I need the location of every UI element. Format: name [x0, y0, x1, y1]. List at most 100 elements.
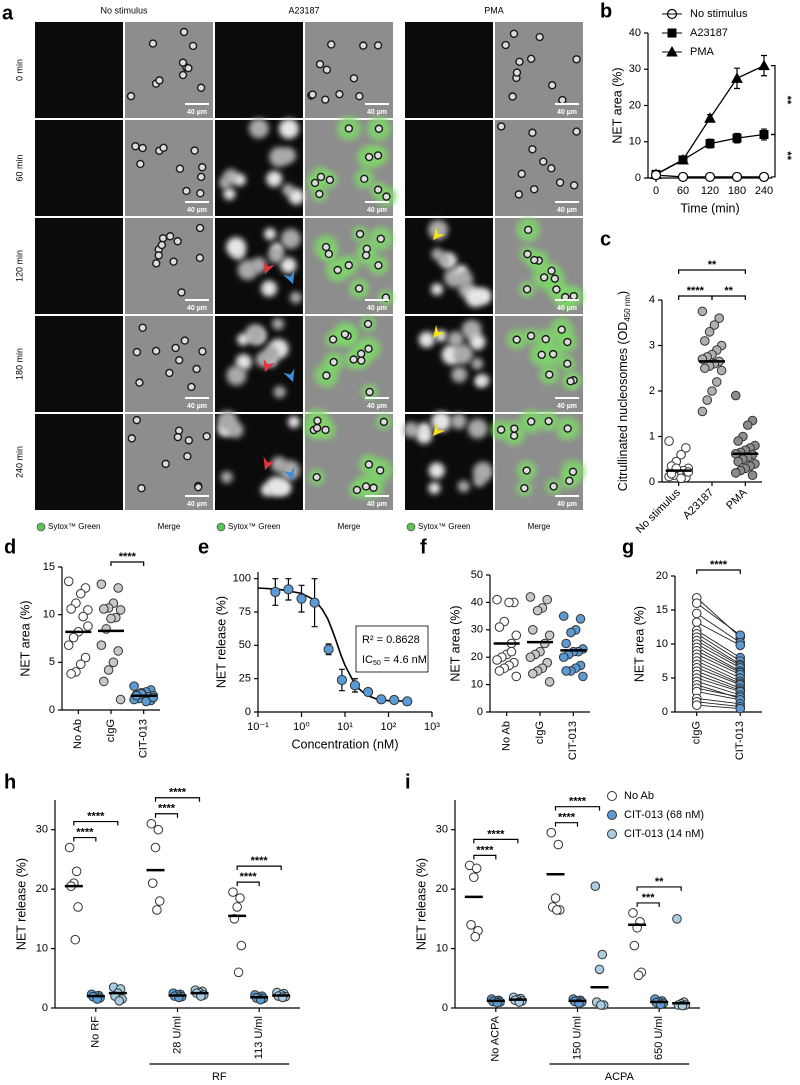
data-point [716, 365, 727, 376]
y-tick-label: 20 [629, 99, 641, 111]
pair-line [696, 636, 741, 665]
data-point [544, 677, 555, 687]
scale-bar-label: 40 µm [557, 305, 577, 312]
y-axis-label: NET release (%) [414, 858, 428, 950]
pair-line [696, 630, 741, 658]
y-tick-label: 5 [49, 656, 55, 668]
significance-bracket [73, 836, 97, 842]
net-signal [431, 411, 452, 432]
data-point [590, 881, 601, 891]
net-signal [467, 418, 488, 439]
data-point [528, 625, 538, 635]
micrograph-fluorescence [35, 120, 123, 216]
y-tick-label: 2 [649, 385, 655, 397]
legend-label: No stimulus [690, 8, 748, 20]
data-point [759, 130, 769, 139]
data-point [553, 839, 564, 850]
net-signal [263, 345, 280, 362]
data-point [152, 905, 162, 915]
significance-label: **** [169, 787, 187, 799]
x-tick-label: CIT-013 [734, 721, 746, 760]
y-tick-label: 0 [49, 704, 55, 716]
y-tick-label: 0 [245, 706, 251, 718]
net-signal [453, 344, 474, 365]
significance-label: **** [76, 826, 94, 838]
significance-bracket [771, 65, 776, 136]
legend-label: A23187 [690, 27, 728, 39]
legend-label: CIT-013 (68 nM) [624, 809, 704, 821]
cell [530, 255, 539, 265]
micrograph-merge [305, 22, 393, 118]
annotation-part: = 4.6 nM [384, 654, 427, 666]
cell [175, 356, 184, 365]
significance-label: ** [708, 259, 717, 271]
y-tick-label: 10 [43, 609, 55, 621]
footer-label: Merge [528, 522, 551, 531]
pair-line [696, 640, 741, 667]
data-point [707, 386, 717, 396]
cell [548, 81, 557, 90]
data-point [566, 627, 576, 638]
cell [522, 466, 531, 475]
significance-bracket [636, 886, 682, 891]
net-signal [472, 461, 493, 482]
y-tick-label: 0 [662, 706, 668, 718]
y-tick-label: 3 [649, 339, 655, 351]
data-point [68, 632, 79, 643]
cell [541, 334, 550, 344]
cell [138, 323, 147, 332]
arrowhead [283, 270, 295, 284]
cell [154, 251, 163, 260]
data-point [650, 170, 662, 181]
data-point [528, 668, 538, 679]
cell [184, 63, 193, 73]
net-signal [226, 237, 247, 258]
cell [321, 242, 331, 252]
data-point [469, 872, 479, 883]
data-point [83, 621, 93, 631]
legend-marker [36, 522, 46, 532]
net-signal [469, 334, 486, 351]
y-axis-label-part: Citrullinated nucleosomes (OD [616, 322, 630, 492]
cell [195, 253, 205, 263]
net-signal [226, 365, 247, 386]
column-header: A23187 [288, 5, 319, 15]
cell [325, 175, 335, 185]
panel-label: h [4, 771, 16, 793]
data-point [678, 155, 688, 165]
pair-line [696, 704, 741, 710]
data-point [558, 611, 569, 621]
cell [321, 95, 330, 104]
data-point [363, 686, 374, 698]
y-tick-label: 10 [436, 942, 448, 954]
scale-bar-label: 40 µm [187, 305, 207, 312]
cell [361, 251, 371, 260]
data-point [75, 588, 86, 599]
cell [539, 157, 548, 166]
legend-label: PMA [690, 46, 715, 58]
y-tick-label: 0 [42, 1002, 48, 1014]
significance-bracket [554, 822, 579, 827]
cell [161, 459, 170, 469]
cell [178, 58, 188, 67]
y-axis-label: NET area (%) [610, 67, 624, 143]
micrograph-fluorescence [35, 218, 123, 314]
legend-label: CIT-013 (14 nM) [624, 828, 704, 840]
pair-line [696, 613, 741, 644]
arrowhead [263, 260, 275, 274]
data-point [511, 630, 522, 641]
data-point [705, 139, 715, 149]
scale-bar-label: 40 µm [187, 109, 207, 116]
cell [558, 95, 567, 105]
arrowhead [283, 466, 295, 480]
pair-line [696, 667, 741, 686]
cell [522, 285, 532, 294]
cell [528, 128, 537, 137]
x-tick-label: cIgG [691, 721, 703, 744]
significance-label: ** [724, 285, 733, 297]
data-point [80, 652, 91, 663]
row-label: 60 min [14, 154, 24, 181]
x-tick-label: A23187 [681, 487, 716, 522]
cell [379, 417, 389, 427]
cell [322, 371, 331, 380]
